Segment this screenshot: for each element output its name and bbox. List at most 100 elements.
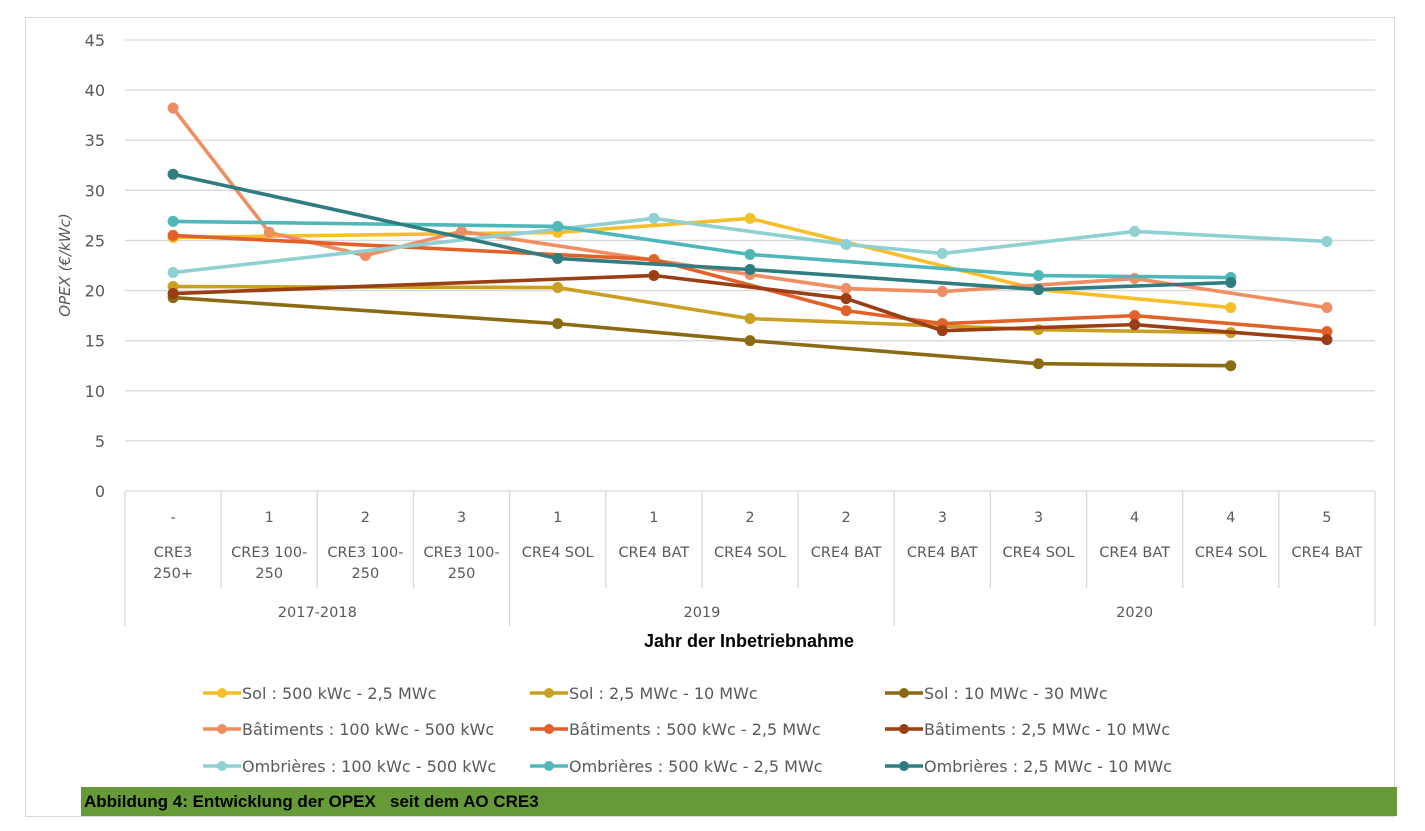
- category-tick-label: CRE4 SOL: [1195, 545, 1267, 561]
- chart-frame: [25, 17, 1395, 817]
- category-tick-label: CRE4 BAT: [1099, 545, 1170, 561]
- legend-swatch-marker: [217, 688, 227, 698]
- category-tick-label: CRE4 SOL: [522, 545, 594, 561]
- data-point: [167, 267, 179, 279]
- category-round-label: 2: [745, 510, 754, 526]
- data-point: [648, 212, 660, 224]
- legend: Sol : 500 kWc - 2,5 MWc Sol : 2,5 MWc - 1…: [203, 684, 1172, 776]
- data-point: [840, 283, 852, 295]
- legend-swatch-marker: [899, 761, 909, 771]
- y-tick-label: 30: [85, 181, 105, 200]
- y-tick-label: 40: [85, 81, 105, 100]
- legend-entry: Bâtiments : 500 kWc - 2,5 MWc: [530, 720, 821, 739]
- category-round-label: -: [170, 510, 175, 526]
- legend-swatch-marker: [544, 761, 554, 771]
- data-point: [167, 288, 179, 300]
- year-group-label: 2019: [683, 605, 720, 621]
- category-tick-label: 250+: [153, 566, 193, 582]
- data-point: [552, 220, 564, 232]
- legend-label: Ombrières : 2,5 MWc - 10 MWc: [924, 757, 1172, 776]
- legend-label: Bâtiments : 500 kWc - 2,5 MWc: [569, 720, 821, 739]
- category-tick-label: CRE3 100-: [423, 545, 499, 561]
- data-point: [1129, 310, 1141, 322]
- data-point: [840, 238, 852, 250]
- data-point: [744, 313, 756, 325]
- y-tick-label: 0: [95, 482, 105, 501]
- category-tick-label: 250: [352, 566, 380, 582]
- data-point: [1032, 270, 1044, 282]
- category-round-label: 4: [1226, 510, 1235, 526]
- x-axis: - CRE3 250+ 1 CRE3 100- 250 2 CRE3 100- 250 3 CRE3…: [124, 490, 1376, 626]
- data-point: [552, 318, 564, 330]
- y-tick-label: 25: [85, 231, 105, 250]
- legend-label: Ombrières : 100 kWc - 500 kWc: [242, 757, 496, 776]
- legend-swatch-marker: [217, 724, 227, 734]
- category-tick-label: CRE4 BAT: [618, 545, 689, 561]
- legend-entry: Ombrières : 100 kWc - 500 kWc: [203, 757, 496, 776]
- y-tick-label: 45: [85, 31, 105, 50]
- data-point: [936, 325, 948, 337]
- series-line: [171, 233, 1329, 334]
- data-point: [840, 293, 852, 305]
- data-point: [1225, 277, 1237, 289]
- series-6: [167, 270, 1333, 346]
- legend-label: Bâtiments : 2,5 MWc - 10 MWc: [924, 720, 1170, 739]
- data-point: [167, 168, 179, 180]
- gridlines: [125, 39, 1375, 442]
- series-3: [167, 292, 1237, 372]
- category-round-label: 1: [649, 510, 658, 526]
- category-tick-label: 250: [448, 566, 476, 582]
- data-point: [1321, 334, 1333, 346]
- y-tick-label: 10: [85, 382, 105, 401]
- category-tick-label: CRE3 100-: [327, 545, 403, 561]
- y-tick-label: 5: [95, 432, 105, 451]
- series-5: [167, 229, 1333, 338]
- year-group-label: 2020: [1116, 605, 1153, 621]
- legend-entry: Bâtiments : 100 kWc - 500 kWc: [203, 720, 494, 739]
- category-tick-label: CRE3 100-: [231, 545, 307, 561]
- legend-entry: Sol : 2,5 MWc - 10 MWc: [530, 684, 758, 703]
- data-point: [744, 248, 756, 260]
- series-9: [167, 168, 1237, 296]
- category-round-label: 2: [842, 510, 851, 526]
- category-tick-label: 250: [255, 566, 283, 582]
- year-group-label: 2017-2018: [278, 605, 357, 621]
- data-point: [1321, 302, 1333, 314]
- category-round-label: 3: [1034, 510, 1043, 526]
- legend-entry: Sol : 500 kWc - 2,5 MWc: [203, 684, 436, 703]
- y-axis: 0 5 10 15 20 25 30 35 40 45: [85, 31, 105, 501]
- series-1: [167, 212, 1237, 314]
- legend-label: Ombrières : 500 kWc - 2,5 MWc: [569, 757, 823, 776]
- data-point: [840, 305, 852, 317]
- y-axis-title: OPEX (€/kWc): [56, 213, 74, 316]
- data-point: [648, 270, 660, 282]
- series-8: [167, 215, 1237, 284]
- category-tick-label: CRE4 SOL: [714, 545, 786, 561]
- category-round-label: 3: [938, 510, 947, 526]
- data-point: [263, 226, 275, 238]
- legend-label: Bâtiments : 100 kWc - 500 kWc: [242, 720, 494, 739]
- data-point: [456, 225, 468, 237]
- data-point: [744, 212, 756, 224]
- data-point: [1225, 302, 1237, 314]
- legend-swatch-marker: [899, 724, 909, 734]
- y-tick-label: 35: [85, 131, 105, 150]
- y-tick-label: 20: [85, 282, 105, 301]
- data-point: [744, 264, 756, 276]
- category-round-label: 1: [553, 510, 562, 526]
- series-line: [171, 216, 1233, 310]
- data-point: [1129, 225, 1141, 237]
- data-point: [936, 286, 948, 298]
- y-tick-label: 15: [85, 332, 105, 351]
- data-point: [1321, 235, 1333, 247]
- series-4: [167, 102, 1333, 314]
- category-round-label: 1: [265, 510, 274, 526]
- data-point: [552, 252, 564, 264]
- legend-swatch-marker: [544, 688, 554, 698]
- data-point: [1032, 284, 1044, 296]
- data-point: [1032, 358, 1044, 370]
- legend-label: Sol : 10 MWc - 30 MWc: [924, 684, 1108, 703]
- category-round-label: 5: [1322, 510, 1331, 526]
- category-tick-label: CRE4 BAT: [811, 545, 882, 561]
